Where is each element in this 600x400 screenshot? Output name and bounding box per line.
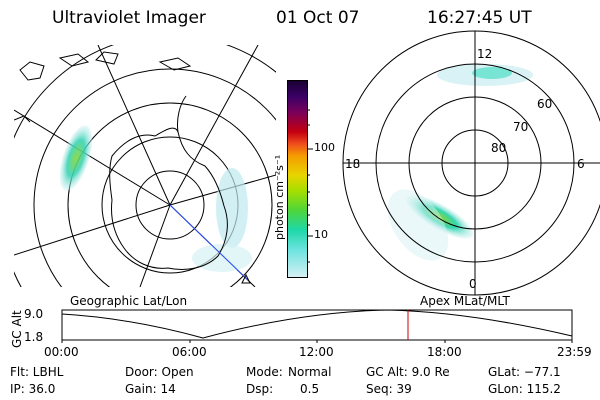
right-map-label: Apex MLat/MLT <box>420 294 510 308</box>
instrument-title: Ultraviolet Imager <box>52 8 206 28</box>
seq-info: Seq: 39 <box>366 382 412 396</box>
altitude-curve <box>61 309 573 339</box>
mode-label: Mode: <box>246 365 283 379</box>
left-map-label: Geographic Lat/Lon <box>70 294 188 308</box>
mlt-label-0: 0 <box>469 277 477 291</box>
mlat-label-70: 70 <box>513 120 529 134</box>
colorbar-tick-100: 100 <box>314 141 335 154</box>
mlat-label-80: 80 <box>491 141 507 155</box>
spacecraft-marker <box>241 273 251 284</box>
continent-outline <box>109 127 228 270</box>
lat-circle-4 <box>33 68 276 287</box>
timeline-ytick-bottom: 1.8 <box>24 330 44 344</box>
gc-alt-info: GC Alt: 9.0 Re <box>366 365 450 379</box>
gain-info: Gain: 14 <box>125 382 176 396</box>
mlt-label-18: 18 <box>345 157 361 171</box>
mode-value: Normal <box>288 365 332 379</box>
mlat-label-60: 60 <box>537 97 553 111</box>
timeline-xtick-0000: 00:00 <box>44 345 79 359</box>
mlt-label-12: 12 <box>477 47 493 61</box>
observation-date: 01 Oct 07 <box>276 8 360 28</box>
ip-info: IP: 36.0 <box>10 382 56 396</box>
timeline-xtick-2359: 23:59 <box>557 345 592 359</box>
colorbar-tick-10: 10 <box>314 228 328 241</box>
lat-circle-3 <box>67 102 273 287</box>
door-info: Door: Open <box>125 365 194 379</box>
intensity-colorbar <box>287 80 308 278</box>
dsp-value: 0.5 <box>300 382 320 396</box>
glon-info: GLon: 115.2 <box>488 382 561 396</box>
observation-time: 16:27:45 UT <box>427 8 532 28</box>
timeline-ytick-top: 9.0 <box>24 307 44 321</box>
timeline-xtick-1200: 12:00 <box>299 345 334 359</box>
dsp-label: Dsp: <box>246 382 274 396</box>
glat-info: GLat: −77.1 <box>488 365 561 379</box>
mlt-label-6: 6 <box>577 157 585 171</box>
lat-circle-1 <box>135 170 205 240</box>
timeline-xtick-1800: 18:00 <box>427 345 462 359</box>
filter-info: Flt: LBHL <box>10 365 64 379</box>
timeline-xtick-0600: 06:00 <box>172 345 207 359</box>
ground-track <box>169 204 249 281</box>
